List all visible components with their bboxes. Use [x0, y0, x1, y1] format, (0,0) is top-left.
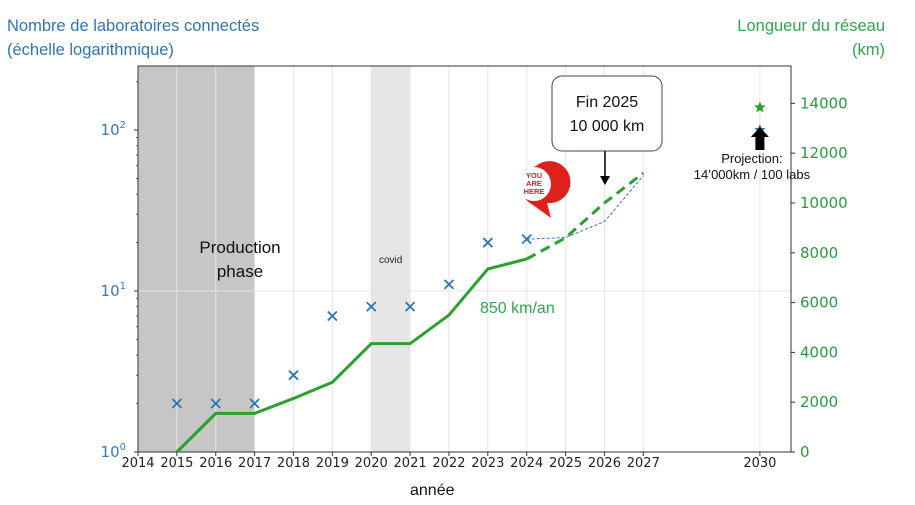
x-tick-label: 2019 [316, 456, 349, 471]
x-tick-label: 2025 [549, 456, 582, 471]
left-axis-title: Nombre de laboratoires connectés (échell… [7, 17, 260, 59]
labs-point [366, 301, 377, 312]
you-are-here-pin-face [517, 167, 551, 201]
callout-text: Fin 2025 10 000 km [570, 94, 645, 135]
labs-point [482, 237, 493, 248]
right-tick-label: 12000 [800, 144, 848, 162]
labs-point [288, 370, 299, 381]
network-actual-line [175, 257, 528, 454]
labs-point [249, 398, 260, 409]
x-tick-label: 2023 [471, 456, 504, 471]
left-tick-label: 100 [101, 442, 126, 461]
right-tick-label: 8000 [800, 244, 838, 262]
production-phase-label: Production phase [199, 238, 280, 281]
labs-point [171, 398, 183, 409]
x-tick-label: 2018 [277, 456, 310, 471]
right-tick-label: 10000 [800, 194, 848, 212]
x-tick-label: 2014 [121, 456, 154, 471]
right-axis-title: Longueur du réseau (km) [737, 17, 885, 59]
right-tick-label: 4000 [800, 343, 838, 361]
left-tick-label: 101 [101, 281, 126, 300]
projection-label: Projection: 14’000km / 100 labs [694, 151, 811, 182]
x-tick-label: 2026 [588, 456, 621, 471]
shaded-region-production [138, 66, 255, 452]
x-tick-label: 2024 [510, 456, 543, 471]
x-tick-label: 2016 [199, 456, 232, 471]
x-tick-label: 2021 [394, 456, 427, 471]
covid-label: covid [379, 255, 402, 266]
labs-point [404, 301, 416, 312]
callout-pointer-head [600, 176, 610, 185]
callout-box [551, 75, 663, 152]
plot-frame [137, 65, 792, 453]
right-tick-label: 14000 [800, 94, 848, 112]
projection-arrow-icon [750, 127, 769, 150]
labs-point [521, 234, 532, 245]
you-are-here-label: YOU ARE HERE [524, 171, 545, 196]
right-tick-label: 0 [800, 443, 810, 461]
network-projection-line [525, 171, 645, 261]
x-tick-label: 2020 [355, 456, 388, 471]
shaded-region-covid [371, 66, 411, 452]
labs-point [327, 310, 338, 322]
right-tick-label: 6000 [800, 294, 838, 312]
x-axis-title: année [410, 482, 455, 499]
labs-point [443, 279, 455, 290]
left-tick-label: 102 [101, 120, 126, 139]
x-tick-label: 2022 [432, 456, 465, 471]
right-tick-label: 2000 [800, 393, 838, 411]
x-tick-label: 2027 [627, 456, 660, 471]
x-tick-label: 2017 [238, 456, 271, 471]
rate-label: 850 km/an [480, 300, 555, 317]
x-tick-label: 2030 [743, 456, 776, 471]
labs-point [210, 398, 221, 409]
labs-projection-line [526, 175, 644, 240]
projection-network-star [754, 101, 766, 113]
x-tick-label: 2015 [160, 456, 193, 471]
